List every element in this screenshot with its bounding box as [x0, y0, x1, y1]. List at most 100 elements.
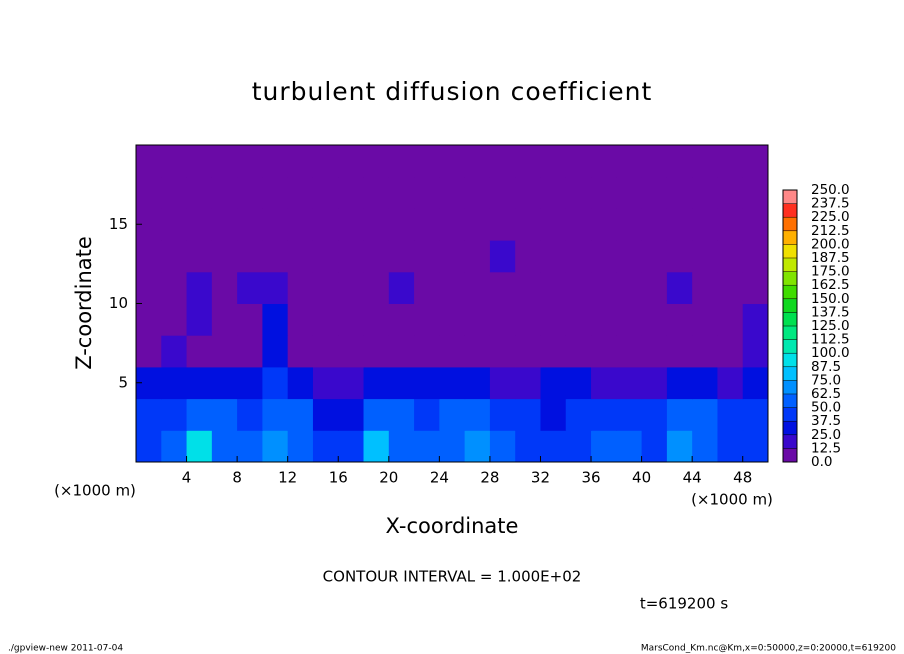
cell: [136, 176, 162, 209]
colorbar-swatch: [783, 353, 797, 368]
x-tick-label: 40: [632, 469, 651, 487]
cell: [414, 145, 440, 178]
cell: [489, 208, 516, 241]
cell: [338, 303, 365, 336]
x-tick-label: 4: [182, 469, 192, 487]
cell: [161, 176, 188, 209]
colorbar-swatch: [783, 326, 797, 340]
cell: [692, 366, 718, 400]
x-tick-label: 12: [278, 469, 297, 487]
cell: [186, 398, 213, 431]
cell: [312, 240, 339, 273]
cell: [312, 271, 339, 304]
cell: [692, 240, 718, 273]
cell: [237, 430, 263, 463]
cell: [388, 303, 415, 336]
cell: [717, 271, 744, 304]
cell: [439, 208, 466, 241]
cell: [489, 271, 516, 304]
colorbar-label: 225.0: [811, 209, 850, 225]
cell: [338, 271, 365, 304]
cell: [641, 303, 668, 336]
colorbar-label: 162.5: [811, 277, 850, 293]
colorbar-swatch: [783, 312, 797, 327]
cell: [237, 366, 263, 400]
cell: [742, 398, 769, 431]
cell: [666, 366, 693, 400]
x-tick-label: 32: [531, 469, 550, 487]
cell: [489, 176, 516, 209]
cell: [742, 176, 769, 209]
cell: [666, 430, 693, 463]
colorbar-swatch: [783, 448, 797, 463]
cell: [742, 335, 769, 368]
cell: [742, 240, 769, 273]
cell: [363, 271, 390, 304]
cell: [464, 430, 491, 463]
cell: [338, 240, 365, 273]
colorbar-label: 87.5: [811, 359, 841, 375]
cell: [136, 398, 162, 431]
cell: [312, 335, 339, 368]
cell: [666, 335, 693, 368]
cell: [262, 303, 289, 336]
cell: [186, 208, 213, 241]
chart-title: turbulent diffusion coefficient: [252, 77, 653, 106]
colorbar-swatch: [783, 244, 797, 259]
cell: [717, 303, 744, 336]
cell: [591, 271, 617, 304]
y-unit: (×1000 m): [54, 482, 136, 500]
cell: [591, 145, 617, 178]
cell: [591, 335, 617, 368]
cell: [565, 303, 592, 336]
colorbar-swatch: [783, 271, 797, 286]
cell: [692, 398, 718, 431]
cell: [464, 145, 491, 178]
cell: [742, 303, 769, 336]
cell: [489, 145, 516, 178]
colorbar-swatch: [783, 285, 797, 300]
cell: [591, 176, 617, 209]
cell: [515, 366, 541, 400]
y-tick-label: 5: [118, 373, 128, 391]
cell: [439, 430, 466, 463]
colorbar-label: 175.0: [811, 264, 850, 280]
cell: [363, 303, 390, 336]
cell: [211, 303, 238, 336]
cell: [692, 208, 718, 241]
cell: [591, 303, 617, 336]
cell: [262, 366, 289, 400]
cell: [211, 145, 238, 178]
cell: [717, 335, 744, 368]
cell: [287, 366, 314, 400]
cell: [616, 430, 643, 463]
colorbar-swatch: [783, 366, 797, 381]
cell: [161, 208, 188, 241]
cell: [666, 398, 693, 431]
cell: [363, 335, 390, 368]
cell: [489, 430, 516, 463]
cell: [237, 145, 263, 178]
cell: [540, 366, 567, 400]
cell: [414, 398, 440, 431]
cell: [540, 176, 567, 209]
cell: [692, 145, 718, 178]
cell: [186, 303, 213, 336]
cell: [211, 366, 238, 400]
cell: [388, 398, 415, 431]
cell: [136, 240, 162, 273]
cell: [388, 430, 415, 463]
colorbar-swatch: [783, 190, 797, 204]
cell: [717, 240, 744, 273]
cell: [464, 176, 491, 209]
y-axis-label: Z-coordinate: [72, 236, 96, 370]
colorbar-swatch: [783, 258, 797, 272]
cell: [186, 430, 213, 463]
cell: [717, 208, 744, 241]
cell: [161, 240, 188, 273]
cell: [591, 240, 617, 273]
cell: [515, 303, 541, 336]
cell: [186, 176, 213, 209]
cell: [515, 176, 541, 209]
